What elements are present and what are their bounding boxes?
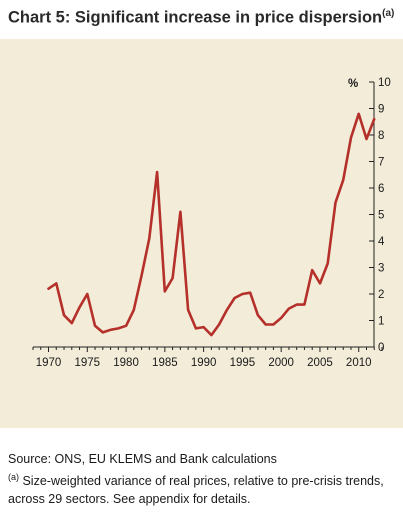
data-point	[264, 323, 266, 325]
y-tick-label: 7	[378, 157, 384, 169]
x-tick-label: 1975	[74, 357, 100, 369]
data-point	[102, 331, 104, 333]
data-point	[233, 297, 235, 299]
data-point	[241, 293, 243, 295]
y-tick-label: 9	[378, 104, 384, 116]
y-tick-label: 1	[378, 316, 384, 328]
data-point	[55, 282, 57, 284]
data-point	[140, 274, 142, 276]
data-point	[63, 314, 65, 316]
footnote-line1: Size-weighted variance of real prices, r…	[19, 474, 384, 489]
footnote-marker: (a)	[8, 472, 19, 482]
chart-footer: Source: ONS, EU KLEMS and Bank calculati…	[8, 451, 384, 509]
data-point	[218, 323, 220, 325]
data-point	[373, 118, 375, 120]
data-point	[94, 325, 96, 327]
data-point	[319, 282, 321, 284]
data-point	[86, 293, 88, 295]
x-tick-label: 1985	[152, 357, 178, 369]
y-unit-label: %	[348, 78, 358, 90]
data-point	[350, 136, 352, 138]
y-tick-label: 8	[378, 130, 384, 142]
x-tick-label: 1970	[36, 357, 62, 369]
data-point	[171, 277, 173, 279]
data-point	[365, 138, 367, 140]
data-point	[133, 309, 135, 311]
source-line: Source: ONS, EU KLEMS and Bank calculati…	[8, 452, 277, 466]
data-point	[280, 317, 282, 319]
data-point	[342, 179, 344, 181]
data-point	[202, 326, 204, 328]
data-point	[327, 262, 329, 264]
x-tick-label: 2000	[268, 357, 294, 369]
data-point	[164, 290, 166, 292]
data-point	[78, 306, 80, 308]
x-tick-label: 1990	[191, 357, 217, 369]
y-tick-label: 3	[378, 263, 384, 275]
data-point	[295, 303, 297, 305]
y-tick-label: 10	[378, 77, 391, 89]
x-tick-label: 2010	[346, 357, 372, 369]
data-point	[249, 291, 251, 293]
data-point	[257, 314, 259, 316]
data-point	[311, 269, 313, 271]
footnote: (a) Size-weighted variance of real price…	[8, 469, 384, 489]
data-point	[187, 309, 189, 311]
y-tick-label: 5	[378, 210, 384, 222]
series-line	[47, 112, 376, 337]
data-point	[156, 171, 158, 173]
y-tick-label: 2	[378, 289, 384, 301]
data-point	[288, 307, 290, 309]
data-point	[117, 327, 119, 329]
chart-panel	[0, 39, 403, 428]
chart-title-text: Chart 5: Significant increase in price d…	[8, 8, 383, 27]
data-point	[71, 322, 73, 324]
chart-title: Chart 5: Significant increase in price d…	[8, 8, 394, 28]
y-tick-label: 6	[378, 183, 384, 195]
footnote-line2: across 29 sectors. See appendix for deta…	[8, 492, 251, 507]
data-point	[272, 323, 274, 325]
y-tick-label: 4	[378, 236, 385, 248]
data-point	[358, 113, 360, 115]
data-point	[195, 327, 197, 329]
data-point	[226, 309, 228, 311]
data-point	[109, 329, 111, 331]
x-tick-label: 1980	[113, 357, 139, 369]
x-tick-label: 1995	[230, 357, 256, 369]
x-tick-label: 2005	[307, 357, 333, 369]
data-point	[148, 237, 150, 239]
data-point	[210, 334, 212, 336]
data-point	[47, 288, 49, 290]
data-point	[125, 325, 127, 327]
data-point	[179, 211, 181, 213]
data-point	[334, 201, 336, 203]
data-point	[303, 303, 305, 305]
y-tick-label: 0	[378, 342, 384, 354]
title-footnote-marker: (a)	[382, 8, 395, 19]
